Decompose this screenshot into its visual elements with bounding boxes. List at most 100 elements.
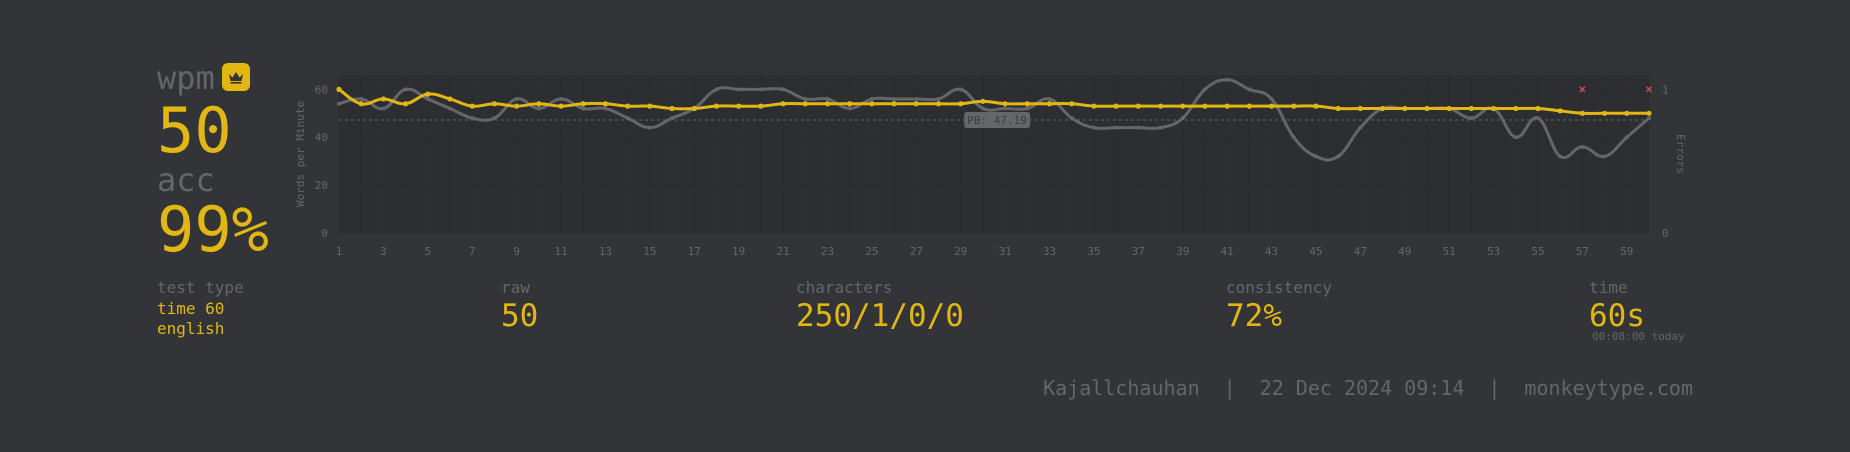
series-raw-point: [825, 96, 830, 101]
series-wpm-point: [691, 105, 697, 112]
x-tick-label: 3: [380, 245, 387, 258]
series-wpm-point: [1268, 103, 1275, 109]
series-raw-point: [936, 96, 941, 101]
series-raw-point: [1047, 96, 1052, 101]
series-wpm-point: [336, 86, 342, 92]
test-type-mode: time 60: [157, 299, 225, 318]
acc-value: 99%: [157, 193, 269, 266]
series-wpm-point: [1335, 105, 1341, 112]
series-wpm-point: [1113, 103, 1119, 109]
series-wpm-point: [980, 98, 986, 104]
time-today: 00:08:00 today: [1592, 330, 1685, 343]
series-wpm-point: [514, 103, 520, 109]
consistency-value: 72%: [1226, 298, 1282, 334]
series-raw-point: [847, 106, 852, 111]
series-raw-point: [670, 116, 675, 121]
series-wpm-point: [1180, 103, 1186, 109]
series-raw-point: [603, 106, 608, 111]
series-raw-point: [647, 125, 652, 130]
series-wpm-point: [958, 101, 964, 107]
series-raw-point: [1513, 135, 1518, 140]
y-tick-label: 60: [315, 83, 328, 96]
series-raw-point: [1225, 77, 1230, 82]
series-wpm-point: [1513, 105, 1519, 112]
series-raw-point: [1624, 135, 1629, 140]
series-wpm-point: [447, 96, 453, 102]
series-wpm-point: [1379, 105, 1386, 112]
series-raw-point: [781, 87, 786, 92]
series-raw-point: [1647, 116, 1651, 121]
x-tick-label: 19: [732, 245, 745, 258]
series-raw-point: [1469, 116, 1474, 121]
x-tick-label: 51: [1443, 245, 1456, 258]
x-tick-label: 57: [1576, 245, 1589, 258]
series-wpm-point: [647, 103, 653, 109]
series-wpm-point: [625, 103, 631, 109]
x-tick-label: 41: [1221, 245, 1234, 258]
raw-value: 50: [501, 298, 539, 334]
footer-separator: |: [1488, 376, 1501, 400]
series-raw-point: [492, 116, 497, 121]
series-raw-point: [1291, 135, 1296, 140]
acc-label: acc: [157, 161, 215, 199]
series-raw-point: [958, 87, 963, 92]
series-wpm-point: [558, 103, 564, 109]
series-raw-point: [403, 87, 408, 92]
series-wpm-point: [1402, 105, 1408, 112]
x-tick-label: 53: [1487, 245, 1500, 258]
series-raw-point: [1358, 125, 1363, 130]
series-raw-point: [359, 96, 364, 101]
series-wpm-point: [1601, 110, 1608, 116]
x-tick-label: 47: [1354, 245, 1367, 258]
series-wpm-point: [1313, 103, 1319, 109]
y-tick-label: 0: [321, 227, 328, 240]
series-raw-point: [714, 87, 719, 92]
error-marker: [1645, 86, 1653, 93]
series-raw-point: [1025, 106, 1030, 111]
series-raw-point: [892, 96, 897, 101]
x-tick-label: 9: [513, 245, 520, 258]
series-wpm-point: [1202, 103, 1208, 109]
series-wpm-point: [1291, 103, 1297, 109]
series-wpm-point: [1624, 110, 1630, 116]
series-raw-point: [1558, 154, 1563, 159]
x-tick-label: 15: [643, 245, 656, 258]
x-tick-label: 37: [1132, 245, 1145, 258]
series-wpm-point: [1069, 101, 1075, 107]
x-tick-label: 55: [1531, 245, 1544, 258]
characters-label: characters: [796, 278, 893, 297]
series-raw-point: [625, 116, 630, 121]
footer-separator: |: [1223, 376, 1236, 400]
series-raw-point: [1313, 154, 1318, 159]
footer-datetime: 22 Dec 2024 09:14: [1259, 376, 1465, 400]
series-raw-point: [559, 96, 564, 101]
series-wpm-point: [1046, 101, 1053, 107]
series-wpm-point: [602, 101, 609, 107]
series-raw-point: [736, 87, 741, 92]
series-raw-point: [980, 106, 985, 111]
y2-tick-label: 0: [1662, 227, 1669, 240]
series-raw-point: [869, 96, 874, 101]
series-wpm-point: [1157, 103, 1164, 109]
series-wpm-point: [1646, 110, 1652, 116]
series-raw-point: [1202, 87, 1207, 92]
series-raw-point: [470, 116, 475, 121]
x-tick-label: 21: [776, 245, 789, 258]
series-wpm-point: [1557, 108, 1563, 114]
series-wpm-point: [847, 101, 853, 107]
wpm-label: wpm: [157, 59, 215, 97]
x-tick-label: 11: [554, 245, 567, 258]
x-tick-label: 39: [1176, 245, 1189, 258]
series-raw-point: [1269, 96, 1274, 101]
x-tick-label: 25: [865, 245, 878, 258]
series-wpm-point: [713, 103, 720, 109]
series-raw-point: [1336, 154, 1341, 159]
series-wpm-point: [1135, 103, 1141, 109]
x-tick-label: 45: [1309, 245, 1322, 258]
series-wpm-point: [669, 105, 675, 112]
raw-label: raw: [501, 278, 530, 297]
y2-axis-title: Errors: [1674, 134, 1687, 174]
series-wpm-point: [736, 103, 742, 109]
series-raw-point: [1069, 116, 1074, 121]
result-footer: Kajallchauhan | 22 Dec 2024 09:14 | monk…: [1043, 376, 1693, 400]
